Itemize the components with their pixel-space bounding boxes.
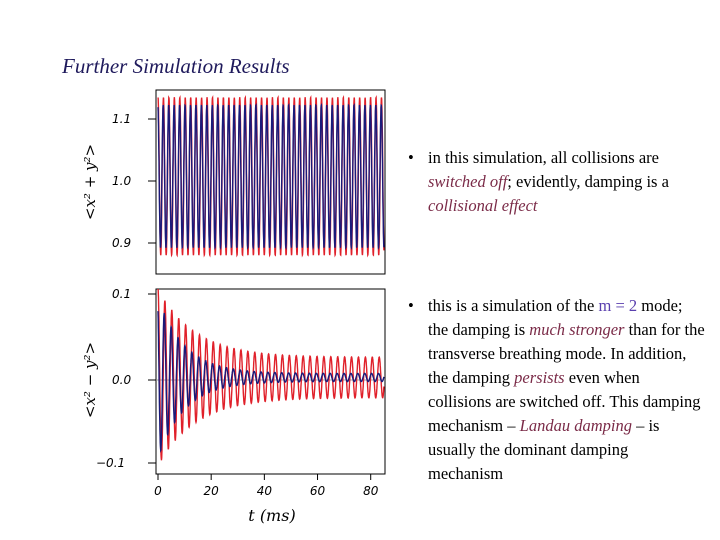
bottom-ytick-label: 0.1 [112, 287, 131, 301]
bullet-emphasis: collisional effect [428, 196, 538, 215]
bottom-plot-frame [155, 288, 386, 475]
bottom-plot: 0.1 0.0 −0.1 0 20 40 60 80 <x² − y²> t (ms) [81, 287, 386, 525]
bottom-xticks: 0 20 40 60 80 [154, 474, 379, 498]
bullet-text: in this simulation, all collisions are [428, 148, 659, 167]
top-ytick-label: 1.0 [112, 174, 131, 188]
top-series-blue [157, 103, 385, 251]
bullet-emphasis: Landau damping [519, 416, 632, 435]
bullet-text: than for the transverse breathing mode. … [428, 320, 705, 387]
bullet-collisions: • in this simulation, all collisions are… [406, 146, 706, 218]
bullet-dot: • [408, 296, 414, 315]
bullet-text: even when collisions are switched off. T… [428, 368, 701, 435]
bottom-series-red [157, 288, 385, 461]
bottom-xtick-label: 0 [154, 484, 162, 498]
bottom-series-blue [157, 311, 385, 453]
bottom-ytick-label: 0.0 [112, 373, 131, 387]
bottom-xtick-label: 60 [310, 484, 326, 498]
bullet-m-value: m = 2 [598, 296, 638, 315]
bottom-xtick-label: 80 [363, 484, 379, 498]
bullet-text: mode; the damping is [428, 296, 683, 339]
bottom-xlabel: t (ms) [248, 506, 295, 525]
top-plot: 1.1 1.0 0.9 <x² + y²> [81, 89, 386, 275]
bullet-list: • in this simulation, all collisions are… [406, 146, 706, 486]
bullet-text: ; evidently, damping is a [507, 172, 669, 191]
bottom-xtick-label: 40 [257, 484, 273, 498]
bottom-ytick-label: −0.1 [96, 456, 125, 470]
slide-title: Further Simulation Results [62, 54, 290, 78]
bullet-emphasis: persists [514, 368, 565, 387]
bullet-emphasis: switched off [428, 172, 508, 191]
bottom-ylabel: <x² − y²> [81, 342, 99, 418]
top-plot-frame [155, 89, 386, 275]
bullet-text: – is usually the dominant damping mechan… [428, 416, 660, 483]
top-ytick-label: 0.9 [112, 236, 131, 250]
top-ytick-label: 1.1 [112, 112, 131, 126]
top-ylabel: <x² + y²> [81, 144, 99, 220]
bullet-m2-mode: • this is a simulation of the m = 2 mode… [406, 294, 706, 486]
bullet-dot: • [408, 148, 414, 167]
bullet-emphasis: much stronger [529, 320, 625, 339]
bullet-text: this is a simulation of the [428, 296, 599, 315]
bottom-xtick-label: 20 [204, 484, 220, 498]
